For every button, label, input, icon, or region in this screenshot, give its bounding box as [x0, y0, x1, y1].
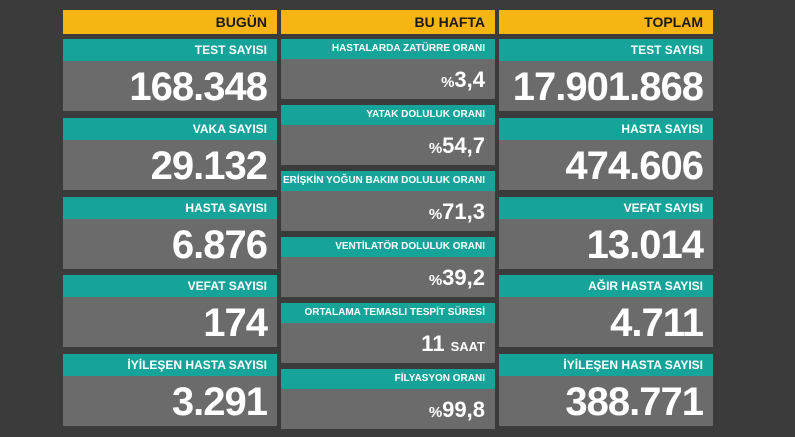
value-number: 4.711 [610, 301, 704, 346]
column-header: BUGÜN [63, 10, 277, 34]
card-label: HASTA SAYISI [499, 117, 713, 140]
value-number: 99,8 [442, 397, 485, 422]
card-label: ERİŞKİN YOĞUN BAKIM DOLULUK ORANI [281, 171, 495, 191]
card-value: %71,3 [281, 191, 495, 231]
card-value: 474.606 [499, 139, 713, 190]
card-label: HASTA SAYISI [63, 196, 277, 219]
card-label: VENTİLATÖR DOLULUK ORANI [281, 237, 495, 257]
card-value: 3.291 [63, 376, 277, 427]
value-number: 54,7 [442, 133, 485, 158]
card-label: AĞIR HASTA SAYISI [499, 275, 713, 298]
value-number: 11 [421, 331, 445, 356]
card-value: 17.901.868 [499, 61, 713, 111]
value-prefix: % [428, 272, 443, 289]
value-number: 474.606 [565, 143, 704, 188]
card-value: 6.876 [63, 218, 277, 269]
card-value: 11 SAAT [281, 323, 495, 363]
card-value: %99,8 [281, 389, 495, 429]
value-prefix: % [428, 206, 443, 223]
card-value: %3,4 [281, 59, 495, 99]
value-prefix: % [441, 74, 455, 91]
card-value: %39,2 [281, 257, 495, 297]
card-value: 168.348 [63, 61, 277, 111]
value-number: 6.876 [171, 222, 268, 267]
card-label: YATAK DOLULUK ORANI [281, 105, 495, 125]
value-number: 3,4 [454, 67, 485, 92]
card-value: 388.771 [499, 376, 713, 427]
card-label: HASTALARDA ZATÜRRE ORANI [281, 39, 495, 59]
card-label: FİLYASYON ORANI [281, 369, 495, 389]
value-number: 168.348 [129, 65, 268, 109]
card-label: İYİLEŞEN HASTA SAYISI [63, 354, 277, 377]
card-value: 29.132 [63, 139, 277, 190]
value-prefix: % [428, 404, 443, 421]
value-number: 388.771 [565, 380, 704, 425]
value-number: 17.901.868 [512, 65, 704, 109]
card-value: 13.014 [499, 218, 713, 269]
value-unit: SAAT [450, 339, 485, 354]
column-header: TOPLAM [499, 10, 713, 34]
value-number: 39,2 [442, 265, 485, 290]
card-value: 174 [63, 297, 277, 348]
card-label: VAKA SAYISI [63, 117, 277, 140]
value-prefix: % [428, 140, 443, 157]
value-number: 3.291 [171, 380, 268, 425]
value-number: 71,3 [442, 199, 485, 224]
value-number: 29.132 [150, 143, 268, 188]
card-label: VEFAT SAYISI [499, 196, 713, 219]
card-value: %54,7 [281, 125, 495, 165]
value-number: 174 [203, 301, 268, 346]
card-value: 4.711 [499, 297, 713, 348]
card-label: TEST SAYISI [63, 39, 277, 61]
card-label: VEFAT SAYISI [63, 275, 277, 298]
value-number: 13.014 [586, 222, 704, 267]
column-header: BU HAFTA [281, 10, 495, 34]
card-label: İYİLEŞEN HASTA SAYISI [499, 354, 713, 377]
card-label: TEST SAYISI [499, 39, 713, 61]
card-label: ORTALAMA TEMASLI TESPİT SÜRESİ [281, 303, 495, 323]
